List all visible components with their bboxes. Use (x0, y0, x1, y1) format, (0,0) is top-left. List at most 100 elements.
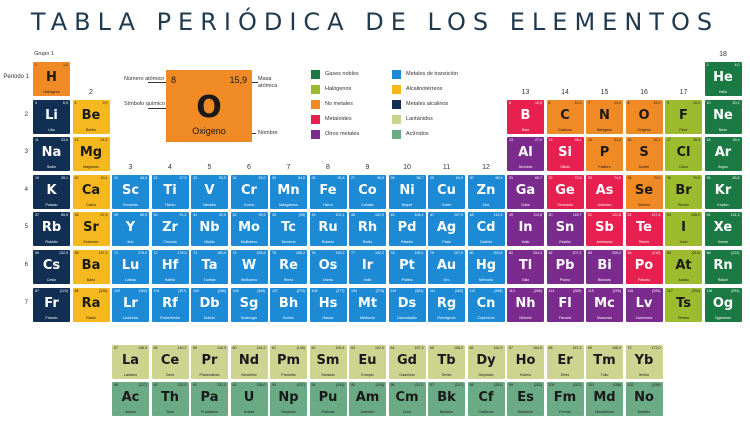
element-rf[interactable]: 104 (267) Rf Rutherfordio (151, 287, 189, 322)
element-mt[interactable]: 109 (278) Mt Meitnerio (349, 287, 386, 322)
element-si[interactable]: 14 28,1 Si Silicio (546, 137, 584, 172)
element-pd[interactable]: 46 106,4 Pd Paladio (388, 212, 426, 247)
element-o[interactable]: 8 15,9 O Oxígeno (625, 99, 663, 134)
element-sr[interactable]: 38 87,6 Sr Estroncio (72, 212, 110, 247)
element-db[interactable]: 105 (268) Db Dubnio (191, 287, 228, 322)
element-at[interactable]: 85 (210) At Astato (665, 250, 702, 284)
element-ga[interactable]: 31 69,7 Ga Galio (507, 174, 544, 209)
element-er[interactable]: 68 167,3 Er Erbio (546, 345, 584, 379)
element-ge[interactable]: 32 72,6 Ge Germanio (546, 174, 584, 209)
element-cs[interactable]: 55 132,9 Cs Cesio (33, 250, 70, 284)
element-zr[interactable]: 40 91,2 Zr Circonio (151, 212, 189, 247)
element-pm[interactable]: 61 (145) Pm Prometio (270, 345, 307, 379)
element-w[interactable]: 74 183,8 W Wolframio (230, 250, 268, 284)
element-cd[interactable]: 48 112,4 Cd Cadmio (467, 212, 505, 247)
element-rh[interactable]: 45 102,9 Rh Rodio (349, 212, 386, 247)
element-fm[interactable]: 100 (257) Fm Fermio (546, 382, 584, 416)
element-b[interactable]: 5 10,8 B Boro (507, 99, 544, 134)
element-pu[interactable]: 94 (244) Pu Plutonio (309, 382, 347, 416)
element-lu[interactable]: 71 175,0 Lu Lutecio (112, 250, 149, 284)
element-pa[interactable]: 91 231,0 Pa Protactinio (191, 382, 228, 416)
element-mc[interactable]: 115 (290) Mc Moscovio (586, 287, 623, 322)
element-te[interactable]: 52 127,6 Te Telurio (625, 212, 663, 247)
element-in[interactable]: 49 114,8 In Indio (507, 212, 544, 247)
element-np[interactable]: 93 (237) Np Neptunio (270, 382, 307, 416)
element-nh[interactable]: 113 (286) Nh Nihonio (507, 287, 544, 322)
element-rg[interactable]: 111 (282) Rg Roentgenio (428, 287, 465, 322)
element-p[interactable]: 15 31,0 P Fósforo (586, 137, 623, 172)
element-au[interactable]: 79 197,0 Au Oro (428, 250, 465, 284)
element-he[interactable]: 2 4,0 He Helio (704, 62, 742, 96)
element-po[interactable]: 84 (210) Po Polonio (625, 250, 663, 284)
element-zn[interactable]: 30 65,4 Zn Zinc (467, 174, 505, 209)
element-tb[interactable]: 65 158,9 Tb Terbio (428, 345, 465, 379)
element-cm[interactable]: 96 (247) Cm Curio (388, 382, 426, 416)
element-ce[interactable]: 58 140,1 Ce Cerio (151, 345, 189, 379)
element-rn[interactable]: 86 (222) Rn Radón (704, 250, 742, 284)
element-no[interactable]: 102 (259) No Nobelio (625, 382, 663, 416)
element-cr[interactable]: 24 52,0 Cr Cromo (230, 174, 268, 209)
element-es[interactable]: 99 (252) Es Einstenio (507, 382, 544, 416)
element-tc[interactable]: 43 (98) Tc Tecnecio (270, 212, 307, 247)
element-cu[interactable]: 29 63,5 Cu Cobre (428, 174, 465, 209)
element-xe[interactable]: 54 131,3 Xe Xenón (704, 212, 742, 247)
element-se[interactable]: 34 79,0 Se Selenio (625, 174, 663, 209)
element-bi[interactable]: 83 209,0 Bi Bismuto (586, 250, 623, 284)
element-ni[interactable]: 28 58,7 Ni Níquel (388, 174, 426, 209)
element-kr[interactable]: 36 83,8 Kr Kriptón (704, 174, 742, 209)
element-ne[interactable]: 10 20,2 Ne Neón (704, 99, 742, 134)
element-y[interactable]: 39 88,9 Y Itrio (112, 212, 149, 247)
element-ag[interactable]: 47 107,9 Ag Plata (428, 212, 465, 247)
element-am[interactable]: 95 (243) Am Americio (349, 382, 386, 416)
element-th[interactable]: 90 232,0 Th Torio (151, 382, 189, 416)
element-u[interactable]: 92 238,0 U Uranio (230, 382, 268, 416)
element-re[interactable]: 75 186,2 Re Renio (270, 250, 307, 284)
element-ti[interactable]: 22 47,9 Ti Titanio (151, 174, 189, 209)
element-sm[interactable]: 62 150,4 Sm Samario (309, 345, 347, 379)
element-k[interactable]: 19 39,1 K Potasio (33, 174, 70, 209)
element-sn[interactable]: 50 118,7 Sn Estaño (546, 212, 584, 247)
element-cf[interactable]: 98 (251) Cf Californio (467, 382, 505, 416)
element-as[interactable]: 33 74,9 As Arsénico (586, 174, 623, 209)
element-sc[interactable]: 21 45,0 Sc Escandio (112, 174, 149, 209)
element-co[interactable]: 27 58,9 Co Cobalto (349, 174, 386, 209)
element-li[interactable]: 3 6,9 Li Litio (33, 99, 70, 134)
element-bk[interactable]: 97 (247) Bk Berkelio (428, 382, 465, 416)
element-na[interactable]: 11 23,0 Na Sodio (33, 137, 70, 172)
element-ta[interactable]: 73 180,9 Ta Tántalo (191, 250, 228, 284)
element-lv[interactable]: 116 (293) Lv Livermorio (625, 287, 663, 322)
element-ac[interactable]: 89 (227) Ac Actinio (112, 382, 149, 416)
element-sb[interactable]: 51 121,8 Sb Antimonio (586, 212, 623, 247)
element-bh[interactable]: 107 (270) Bh Bohrio (270, 287, 307, 322)
element-sg[interactable]: 106 (269) Sg Seaborgio (230, 287, 268, 322)
element-cn[interactable]: 112 (285) Cn Copernicio (467, 287, 505, 322)
element-yb[interactable]: 70 173,0 Yb Iterbio (625, 345, 663, 379)
element-ar[interactable]: 18 39,9 Ar Argón (704, 137, 742, 172)
element-ds[interactable]: 110 (281) Ds Darmstadtio (388, 287, 426, 322)
element-cl[interactable]: 17 35,5 Cl Cloro (665, 137, 702, 172)
element-br[interactable]: 35 79,9 Br Bromo (665, 174, 702, 209)
element-tl[interactable]: 81 204,4 Tl Talio (507, 250, 544, 284)
element-ho[interactable]: 67 164,9 Ho Holmio (507, 345, 544, 379)
element-dy[interactable]: 66 162,5 Dy Disprosio (467, 345, 505, 379)
element-tm[interactable]: 69 168,9 Tm Tulio (586, 345, 623, 379)
element-ra[interactable]: 88 (226) Ra Radio (72, 287, 110, 322)
element-gd[interactable]: 64 157,3 Gd Gadolinio (388, 345, 426, 379)
element-hg[interactable]: 80 200,6 Hg Mercurio (467, 250, 505, 284)
element-md[interactable]: 101 (258) Md Mendelevio (586, 382, 623, 416)
element-be[interactable]: 4 9,0 Be Berilio (72, 99, 110, 134)
element-hs[interactable]: 108 (277) Hs Hassio (309, 287, 347, 322)
element-pb[interactable]: 82 207,2 Pb Plomo (546, 250, 584, 284)
element-mo[interactable]: 42 95,9 Mo Molibdeno (230, 212, 268, 247)
element-nd[interactable]: 60 144,2 Nd Neodimio (230, 345, 268, 379)
element-c[interactable]: 6 12,0 C Carbono (546, 99, 584, 134)
element-hf[interactable]: 72 178,5 Hf Hafnio (151, 250, 189, 284)
element-nb[interactable]: 41 92,9 Nb Niobio (191, 212, 228, 247)
element-ba[interactable]: 56 137,3 Ba Bario (72, 250, 110, 284)
element-fr[interactable]: 87 (223) Fr Francio (33, 287, 70, 322)
element-pr[interactable]: 59 140,9 Pr Praseodimio (191, 345, 228, 379)
element-v[interactable]: 23 50,9 V Vanadio (191, 174, 228, 209)
element-s[interactable]: 16 32,1 S Azufre (625, 137, 663, 172)
element-ir[interactable]: 77 192,2 Ir Iridio (349, 250, 386, 284)
element-os[interactable]: 76 190,2 Os Osmio (309, 250, 347, 284)
